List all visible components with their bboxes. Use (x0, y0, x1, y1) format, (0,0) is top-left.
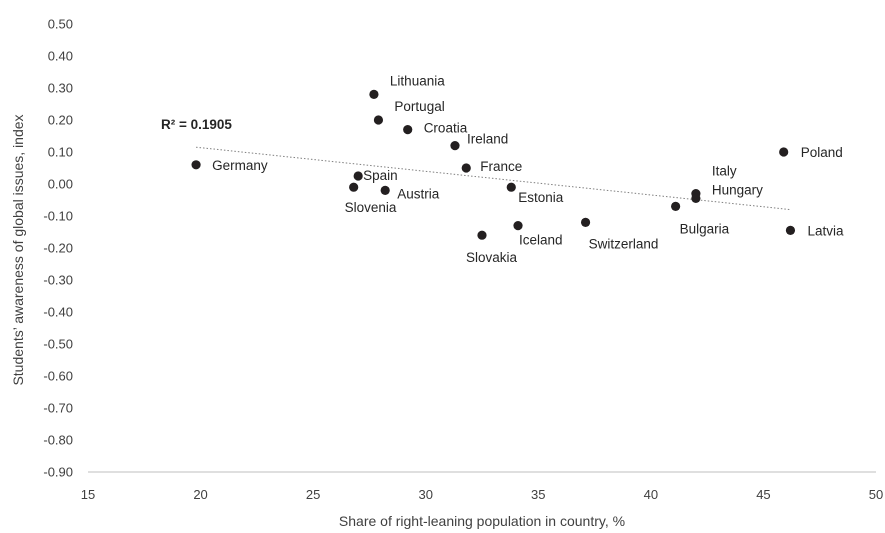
trendline (196, 146, 791, 211)
y-tick-label: 0.00 (48, 177, 73, 192)
y-tick-label: 0.40 (48, 49, 73, 64)
y-tick-label: -0.50 (43, 337, 73, 352)
y-tick-label: 0.10 (48, 145, 73, 160)
y-tick-label: -0.60 (43, 369, 73, 384)
point-label: Latvia (807, 223, 844, 238)
point-label: Poland (801, 145, 843, 160)
y-tick-label: -0.80 (43, 433, 73, 448)
y-tick-label: -0.40 (43, 305, 73, 320)
y-tick-label: -0.10 (43, 209, 73, 224)
y-tick-label: -0.20 (43, 241, 73, 256)
data-point (671, 201, 681, 211)
y-tick-label: -0.70 (43, 401, 73, 416)
point-label: Spain (363, 168, 398, 183)
x-tick-label: 35 (531, 487, 545, 502)
x-tick-label: 30 (418, 487, 432, 502)
data-point (373, 115, 384, 125)
data-point (513, 221, 523, 231)
data-point (450, 141, 460, 151)
data-point (380, 185, 390, 195)
point-label: Estonia (518, 190, 564, 205)
x-tick-label: 40 (644, 487, 658, 502)
y-tick-label: 0.20 (48, 113, 73, 128)
point-label: Iceland (519, 233, 563, 248)
data-point (691, 193, 701, 203)
x-axis-ticks: 15 20 25 30 35 40 45 50 (81, 487, 883, 502)
x-tick-label: 50 (869, 487, 883, 502)
data-point (477, 230, 487, 240)
x-axis-title: Share of right-leaning population in cou… (339, 513, 625, 529)
data-point (191, 160, 201, 170)
data-point (353, 171, 363, 181)
data-point (785, 225, 796, 235)
y-axis-ticks: 0.50 0.40 0.30 0.20 0.10 0.00 -0.10 -0.20 -0.30 -… (43, 17, 73, 480)
point-label: Lithuania (390, 73, 445, 88)
point-label: Slovenia (345, 200, 397, 215)
point-label: Slovakia (466, 250, 518, 265)
point-label: Italy (712, 164, 737, 179)
y-tick-label: -0.30 (43, 273, 73, 288)
data-point (580, 217, 591, 227)
point-label: Austria (397, 186, 440, 201)
data-point (403, 125, 413, 135)
data-point (506, 182, 516, 192)
y-axis-title: Students’ awareness of global issues, in… (10, 114, 26, 385)
x-tick-label: 15 (81, 487, 95, 502)
y-tick-label: -0.90 (43, 465, 73, 480)
x-tick-label: 45 (756, 487, 770, 502)
y-tick-label: 0.50 (48, 17, 73, 32)
data-point (349, 182, 359, 192)
data-point (369, 89, 379, 99)
data-point (461, 163, 471, 173)
point-label: Ireland (467, 132, 508, 147)
data-points (191, 89, 796, 240)
point-label: Hungary (712, 182, 763, 197)
r-squared-label: R² = 0.1905 (161, 117, 232, 132)
x-tick-label: 20 (193, 487, 207, 502)
point-label: Switzerland (589, 236, 659, 251)
point-label: Germany (212, 158, 268, 173)
point-label: Portugal (394, 99, 444, 114)
y-tick-label: 0.30 (48, 81, 73, 96)
x-tick-label: 25 (306, 487, 320, 502)
point-label: Croatia (424, 121, 468, 136)
point-label: France (480, 159, 522, 174)
data-point (779, 147, 789, 157)
point-label: Bulgaria (680, 221, 730, 236)
